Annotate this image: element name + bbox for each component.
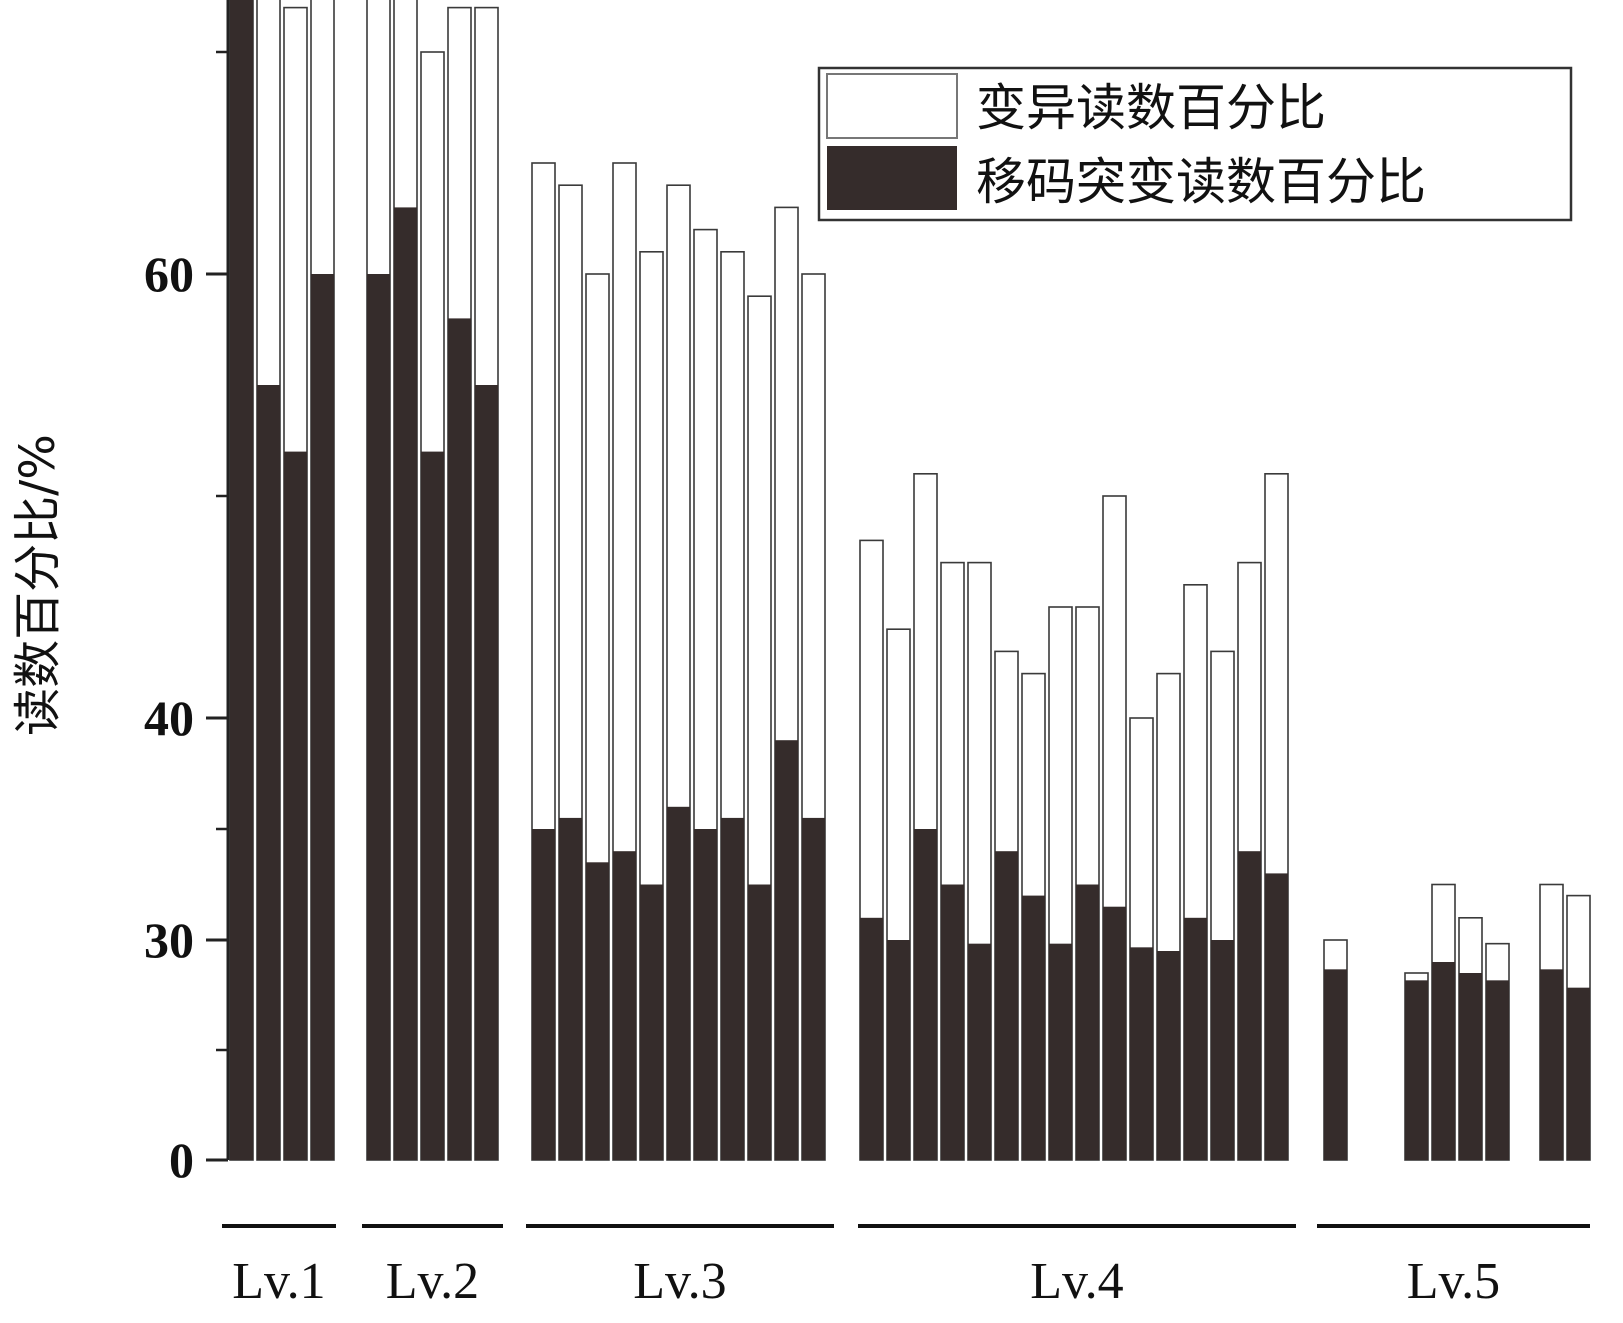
y-tick-label: 40 <box>144 690 194 746</box>
bar-frameshift <box>613 851 636 1160</box>
group-labels: Lv.1 Lv.2 Lv.3 Lv.4 Lv.5 <box>222 1224 1590 1310</box>
bar-frameshift <box>1324 969 1347 1160</box>
bar-frameshift <box>1103 906 1126 1160</box>
bar-frameshift <box>475 385 498 1160</box>
legend-label-variant: 变异读数百分比 <box>976 79 1326 137</box>
bar-frameshift <box>532 829 555 1160</box>
bar-frameshift <box>1049 943 1072 1160</box>
bar-frameshift <box>1211 940 1234 1160</box>
bar-frameshift <box>421 451 444 1161</box>
y-axis: 030406080100 <box>144 0 230 1188</box>
y-tick-label: 30 <box>144 912 194 968</box>
bar-frameshift <box>721 817 744 1160</box>
bar-frameshift <box>1486 980 1509 1160</box>
y-tick-label: 60 <box>144 246 194 302</box>
group-label: Lv.4 <box>1030 1253 1123 1310</box>
bar-frameshift <box>694 829 717 1160</box>
group-label: Lv.1 <box>232 1253 325 1310</box>
bar-frameshift <box>1459 973 1482 1160</box>
bar-frameshift <box>1540 969 1563 1160</box>
y-axis-label: 读数百分比/% <box>10 434 66 736</box>
bar-frameshift <box>887 940 910 1160</box>
bar-frameshift <box>284 451 307 1161</box>
bars <box>229 0 1591 1161</box>
bar-frameshift <box>1184 917 1207 1160</box>
bar-frameshift <box>1238 851 1261 1160</box>
bar-frameshift <box>1405 980 1428 1160</box>
bar-frameshift <box>257 385 280 1160</box>
bar-frameshift <box>1130 947 1153 1160</box>
bar-frameshift <box>1567 987 1590 1160</box>
bar-frameshift <box>968 943 991 1160</box>
bar-frameshift <box>748 884 771 1160</box>
bar-frameshift <box>941 884 964 1160</box>
bar-frameshift <box>230 0 253 1161</box>
group-label: Lv.3 <box>633 1253 726 1310</box>
bar-frameshift <box>802 817 825 1160</box>
bar-frameshift <box>775 740 798 1160</box>
y-tick-label: 0 <box>169 1132 194 1188</box>
bar-frameshift <box>1157 951 1180 1160</box>
legend: 变异读数百分比 移码突变读数百分比 <box>817 66 1573 222</box>
bar-frameshift <box>1022 895 1045 1160</box>
bar-frameshift <box>394 207 417 1160</box>
bar-frameshift <box>448 318 471 1160</box>
bar-frameshift <box>1432 962 1455 1160</box>
bar-frameshift <box>860 917 883 1160</box>
bar-frameshift <box>311 274 334 1160</box>
bar-frameshift <box>1265 873 1288 1160</box>
bar-frameshift <box>559 817 582 1160</box>
bar-frameshift <box>1076 884 1099 1160</box>
legend-swatch-frameshift <box>827 146 957 210</box>
bar-frameshift <box>367 274 390 1160</box>
bar-frameshift <box>586 862 609 1160</box>
group-label: Lv.5 <box>1407 1253 1500 1310</box>
bar-frameshift <box>914 829 937 1160</box>
legend-swatch-variant <box>826 73 958 139</box>
bar-frameshift <box>667 806 690 1160</box>
legend-label-frameshift: 移码突变读数百分比 <box>976 153 1426 211</box>
bar-frameshift <box>995 851 1018 1160</box>
group-label: Lv.2 <box>386 1253 479 1310</box>
bar-frameshift <box>640 884 663 1160</box>
